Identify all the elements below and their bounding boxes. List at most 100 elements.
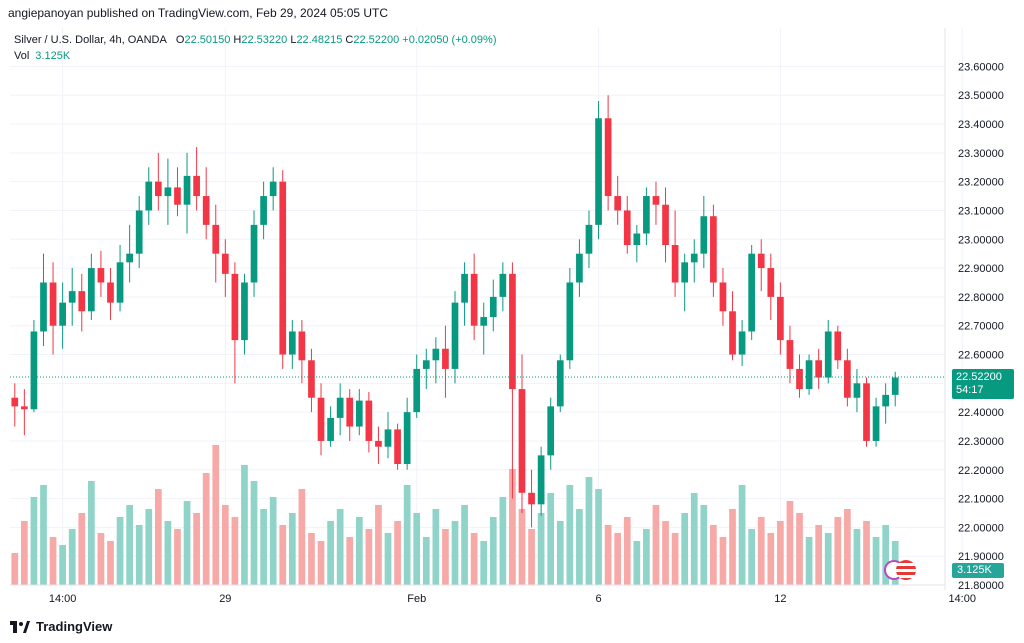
candle-body <box>442 348 449 369</box>
candle-body <box>844 360 851 398</box>
candle-body <box>288 331 296 355</box>
volume-bar <box>78 513 86 585</box>
volume-bar <box>97 533 105 585</box>
candle-body <box>212 224 220 254</box>
price-tick-label: 23.10000 <box>958 205 1004 217</box>
volume-bar <box>585 477 593 585</box>
candle-body <box>882 394 889 407</box>
candle-body <box>241 282 248 341</box>
volume-bar <box>518 509 526 585</box>
candle-body <box>317 397 325 441</box>
candle-body <box>614 196 622 211</box>
candle-body <box>719 282 727 312</box>
volume-bar <box>748 529 756 585</box>
time-tick-label: 6 <box>595 593 601 605</box>
volume-bar <box>126 505 133 585</box>
volume-bar <box>40 485 47 585</box>
volume-bar <box>710 525 717 585</box>
volume-bar <box>116 517 124 585</box>
chart-grid <box>10 28 963 586</box>
volume-bar <box>135 525 143 585</box>
candle-body <box>174 187 181 205</box>
volume-bar <box>432 509 440 585</box>
volume-bar <box>164 521 172 585</box>
volume-bar <box>202 473 210 585</box>
symbol-title[interactable]: Silver / U.S. Dollar, 4h, OANDA <box>14 34 167 46</box>
candle-body <box>308 360 315 398</box>
volume-bar <box>279 525 287 585</box>
us-flag-icon <box>896 560 916 580</box>
candle-body <box>394 429 401 464</box>
candle-body <box>757 253 765 269</box>
volume-bar <box>394 521 401 585</box>
volume-bar <box>556 521 564 585</box>
change-value: +0.02050 (+0.09%) <box>402 34 497 46</box>
candle-body <box>566 282 574 361</box>
volume-bar <box>824 533 832 585</box>
volume-bar <box>298 489 306 585</box>
candle-body <box>432 348 440 361</box>
price-tick-label: 23.20000 <box>958 177 1004 189</box>
volume-bar <box>308 533 315 585</box>
volume-bar <box>231 517 239 585</box>
candle-body <box>891 377 899 395</box>
volume-bar <box>566 485 574 585</box>
footer-logo[interactable]: TradingView <box>10 619 112 634</box>
candle-body <box>834 331 842 361</box>
volume-bar <box>384 533 392 585</box>
volume-bar <box>413 513 421 585</box>
candle-body <box>786 340 794 369</box>
volume-bar <box>547 493 555 585</box>
candle-body <box>690 253 698 263</box>
volume-bar <box>576 509 583 585</box>
candle-body <box>202 196 210 225</box>
candle-body <box>269 181 277 197</box>
price-axis[interactable]: 23.60000 23.50000 23.40000 23.30000 23.20000… <box>958 61 1004 592</box>
volume-bar <box>212 445 220 585</box>
volume-bar <box>815 525 823 585</box>
volume-bar <box>796 513 803 585</box>
candle-body <box>480 317 488 326</box>
volume-bar <box>30 497 38 585</box>
volume-bar <box>336 509 344 585</box>
candle-body <box>623 210 631 246</box>
volume-bar <box>853 529 861 585</box>
time-tick-label: 14:00 <box>948 593 976 605</box>
low-value: 22.48215 <box>296 34 343 46</box>
candle-body <box>595 118 602 225</box>
volume-value: 3.125K <box>35 50 71 62</box>
volume-bar <box>805 537 813 585</box>
volume-bar <box>260 509 267 585</box>
bar-countdown: 54:17 <box>956 383 984 396</box>
candle-body <box>413 368 421 413</box>
price-tick-label: 23.40000 <box>958 119 1004 131</box>
price-tick-label: 22.30000 <box>958 436 1004 448</box>
candle-body <box>710 216 717 283</box>
volume-bar <box>633 541 641 585</box>
candle-body <box>796 368 803 390</box>
candle-body <box>451 302 459 369</box>
candle-body <box>853 383 861 398</box>
volume-bar <box>671 533 679 585</box>
candle-body <box>681 262 689 283</box>
price-tick-label: 23.50000 <box>958 90 1004 102</box>
candle-body <box>231 273 239 341</box>
candle-body <box>767 268 775 297</box>
footer-brand: TradingView <box>36 619 113 634</box>
candle-body <box>21 406 28 410</box>
last-price-tag: 22.52200 54:17 <box>952 368 1014 399</box>
candle-body <box>164 187 172 197</box>
publisher-credit: angiepanoyan published on TradingView.co… <box>8 6 389 20</box>
candle-body <box>126 253 133 263</box>
volume-bar <box>365 529 373 585</box>
price-tick-label: 21.80000 <box>958 580 1004 592</box>
volume-tag: 3.125K <box>952 563 1004 578</box>
time-tick-label: Feb <box>407 593 426 605</box>
volume-bar <box>21 521 28 585</box>
volume-bar <box>872 537 880 585</box>
candle-body <box>327 417 334 441</box>
volume-bar <box>662 521 669 585</box>
volume-bar <box>786 501 794 585</box>
